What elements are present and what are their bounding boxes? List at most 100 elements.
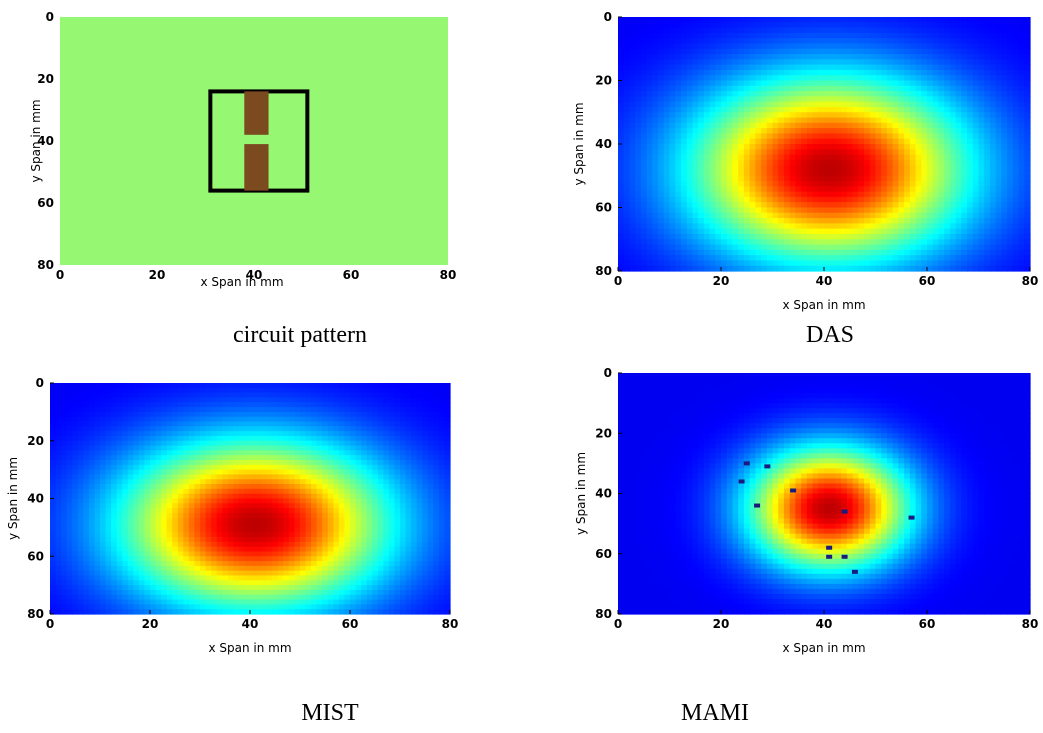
heatmap-cell [795,133,802,140]
heatmap-cell [205,426,212,432]
heatmap-cell [938,59,945,66]
heatmap-cell [909,59,917,66]
heatmap-cell [789,43,796,50]
heatmap-cell [984,117,991,124]
heatmap-cell [686,48,693,55]
heatmap-cell [984,154,991,161]
heatmap-cell [227,450,234,456]
heatmap-cell [355,421,362,427]
heatmap-cell [194,383,201,389]
heatmap-cell [640,223,648,230]
heatmap-cell [944,154,951,161]
heatmap-cell [433,450,440,456]
heatmap-cell [133,435,140,442]
heatmap-cell [921,112,928,119]
heatmap-cell [1018,85,1025,92]
heatmap-cell [144,479,151,485]
heatmap-cell [961,64,968,71]
heatmap-cell [305,445,312,451]
heatmap-cell [663,96,671,103]
heatmap-cell [66,397,73,403]
heatmap-cell [366,387,373,394]
heatmap-cell [316,440,323,447]
heatmap-cell [909,196,917,203]
heatmap-cell [824,165,831,172]
heatmap-cell [989,159,997,166]
heatmap-cell [94,469,101,476]
heatmap-cell [789,265,796,272]
heatmap-cell [715,181,722,187]
heatmap-cell [703,218,711,224]
heatmap-cell [789,64,796,71]
heatmap-cell [766,255,774,262]
heatmap-cell [995,202,1002,209]
heatmap-cell [658,91,665,97]
heatmap-cell [989,265,997,272]
heatmap-cell [886,260,894,267]
heatmap-cell [778,112,785,119]
heatmap-cell [66,474,73,480]
heatmap-cell [646,128,653,135]
heatmap-cell [967,239,974,246]
heatmap-cell [652,69,659,76]
heatmap-cell [915,260,922,267]
heatmap-cell [416,397,423,403]
heatmap-cell [405,411,412,418]
heatmap-cell [749,202,756,209]
heatmap-cell [955,59,962,66]
heatmap-cell [686,80,693,87]
heatmap-cell [669,122,676,129]
heatmap-cell [915,17,922,23]
heatmap-cell [618,212,625,219]
heatmap-cell [272,421,279,427]
heatmap-cell [824,117,831,124]
heatmap-cell [709,202,716,209]
heatmap-cell [635,233,642,240]
heatmap-cell [766,223,774,230]
heatmap-cell [333,387,340,394]
heatmap-cell [72,402,79,408]
heatmap-cell [738,239,745,246]
heatmap-cell [388,426,396,432]
heatmap-cell [66,445,73,451]
heatmap-cell [686,69,693,76]
heatmap-cell [783,249,791,256]
heatmap-cell [812,212,819,219]
heatmap-cell [327,460,334,466]
heatmap-cell [111,474,118,480]
heatmap-cell [1018,191,1025,198]
heatmap-cell [238,421,246,427]
heatmap-cell [909,75,917,82]
heatmap-cell [726,212,734,219]
heatmap-cell [1012,154,1020,161]
heatmap-cell [886,228,894,235]
heatmap-cell [623,239,631,246]
heatmap-cell [266,407,273,413]
heatmap-cell [200,450,207,456]
heatmap-cell [646,175,653,182]
heatmap-cell [875,255,882,262]
heatmap-cell [709,196,716,203]
heatmap-cell [772,91,779,97]
heatmap-cell [211,383,218,389]
heatmap-cell [205,479,212,485]
heatmap-cell [686,212,693,219]
heatmap-cell [652,191,659,198]
heatmap-cell [161,464,168,471]
heatmap-cell [635,249,642,256]
heatmap-cell [749,91,756,97]
heatmap-cell [989,223,997,230]
heatmap-cell [311,387,318,394]
heatmap-cell [864,154,871,161]
heatmap-cell [422,387,429,394]
heatmap-cell [944,228,951,235]
heatmap-cell [898,170,905,177]
heatmap-cell [858,175,865,182]
heatmap-cell [961,69,968,76]
heatmap-cell [658,175,665,182]
heatmap-cell [635,112,642,119]
heatmap-cell [869,255,877,262]
heatmap-cell [869,54,877,60]
heatmap-cell [864,181,871,187]
heatmap-cell [1012,48,1020,55]
